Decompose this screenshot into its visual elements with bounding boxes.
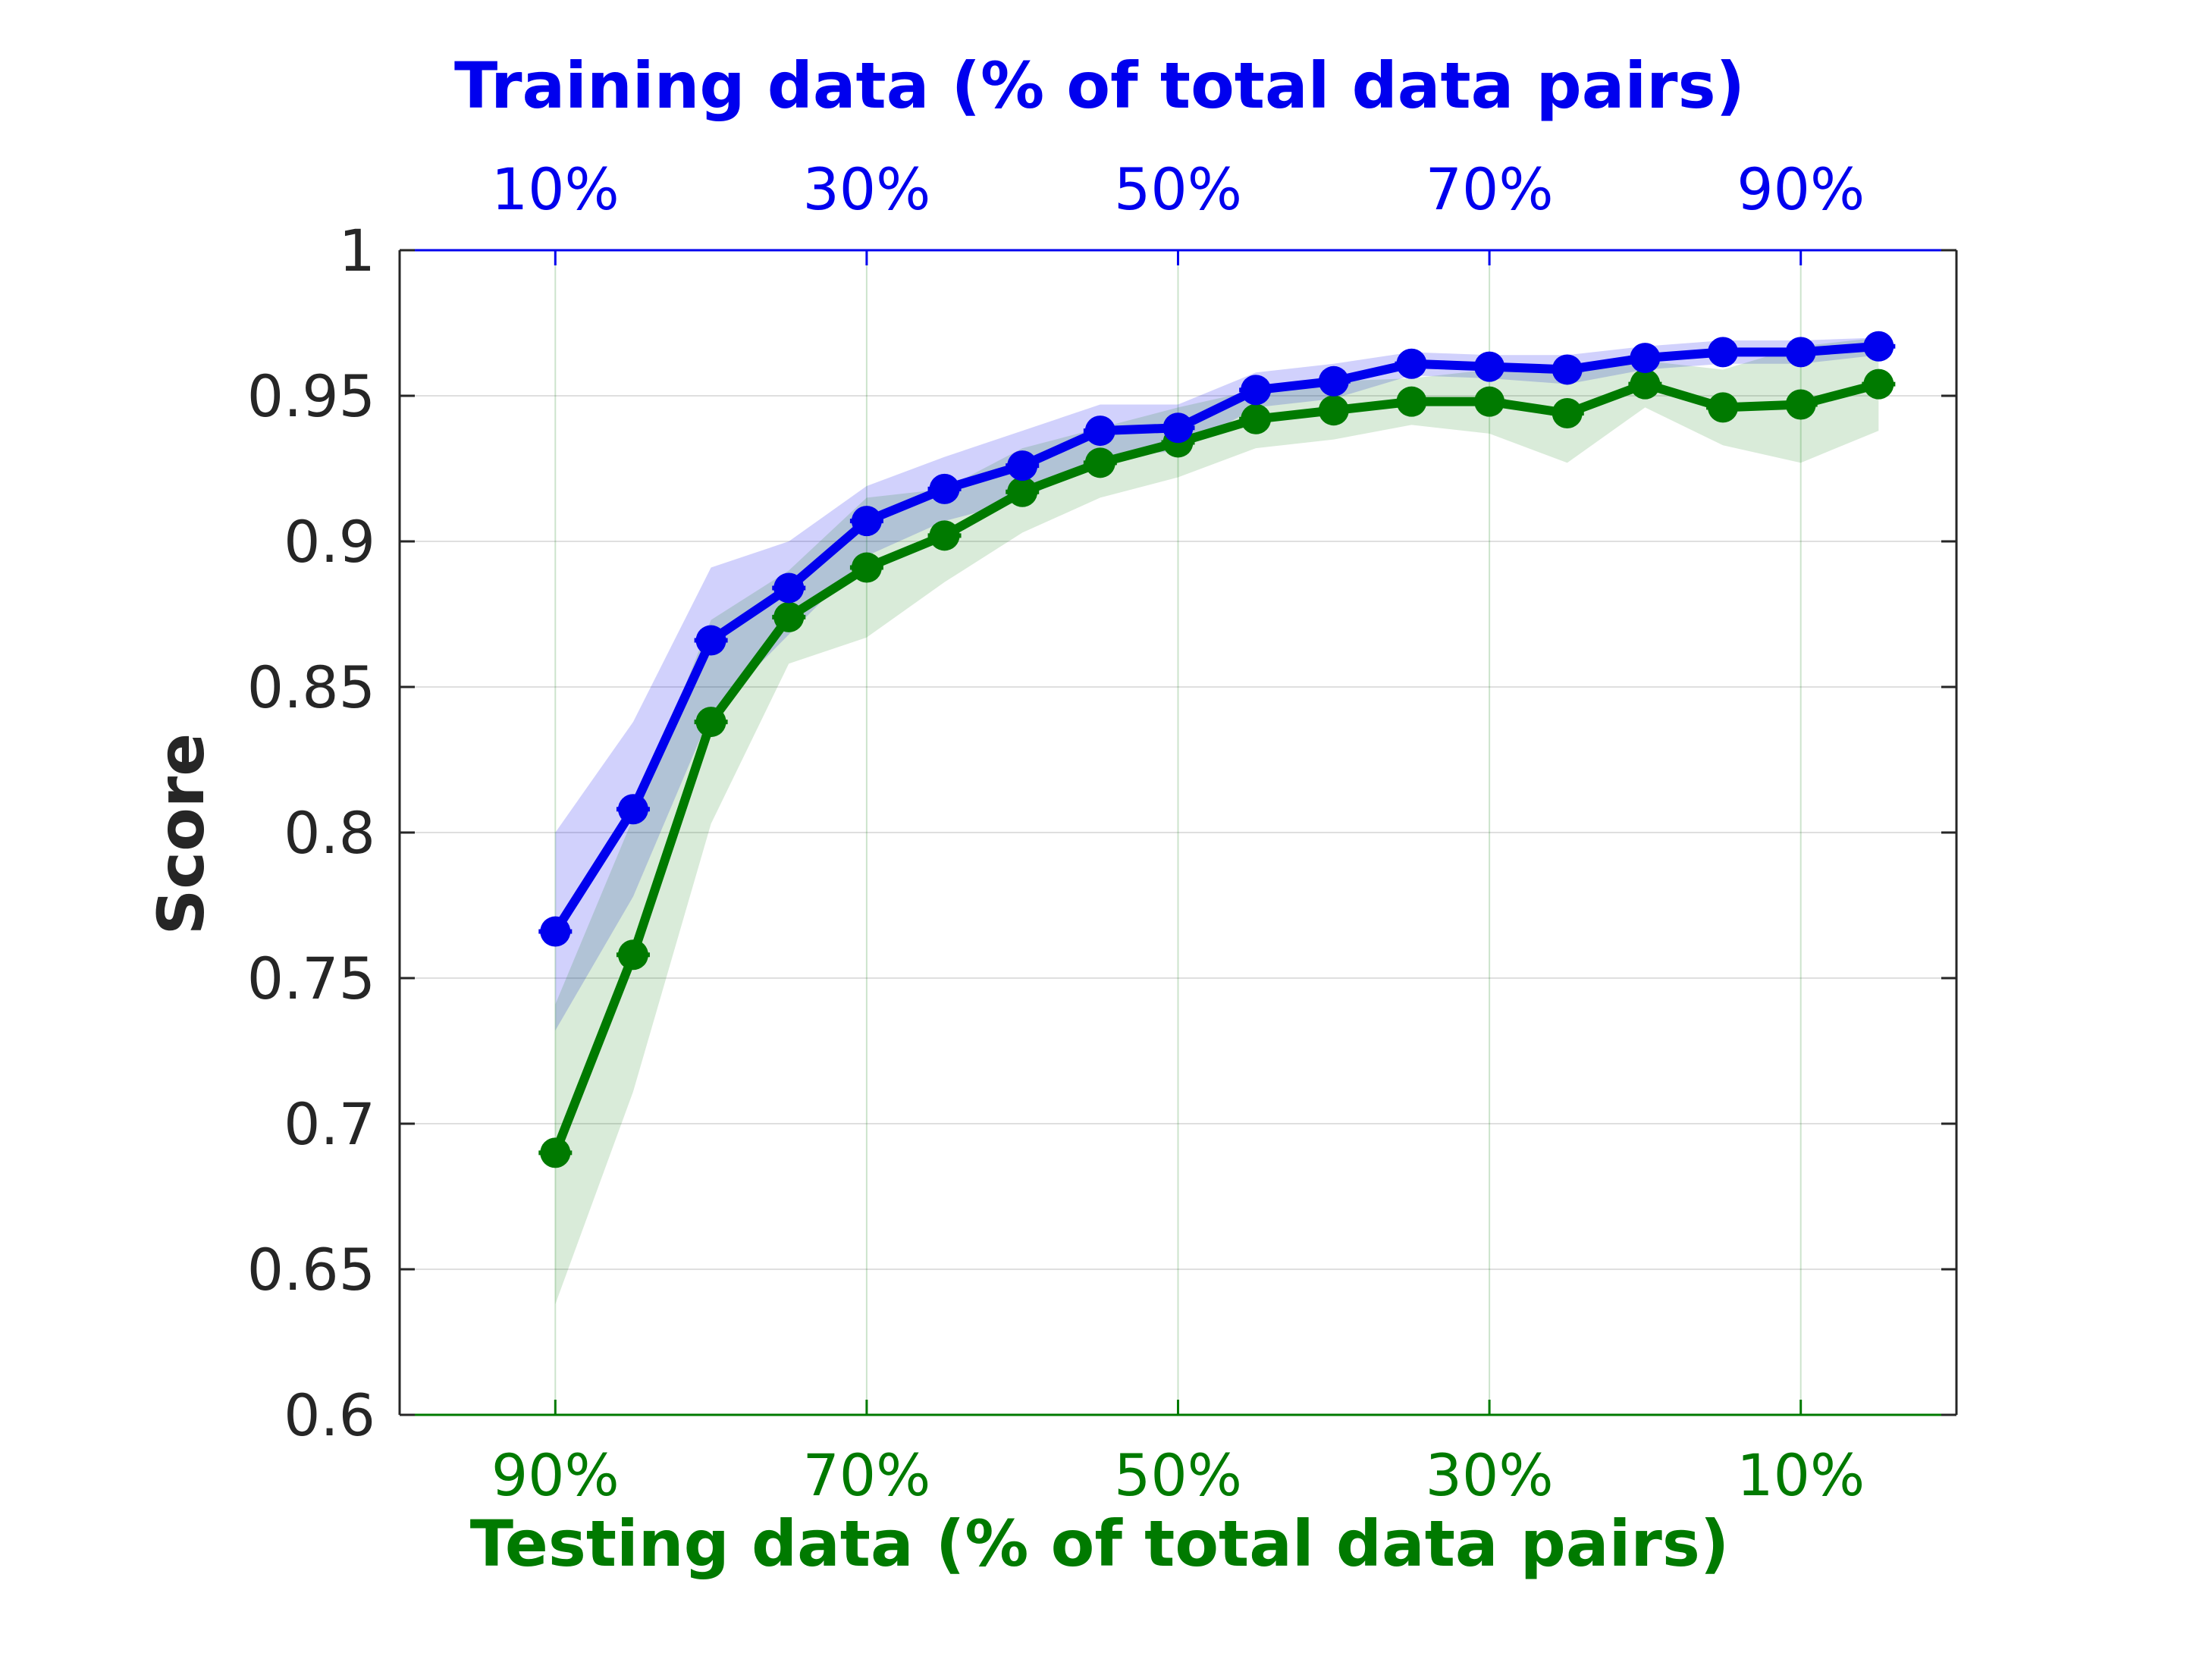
y-axis-title: Score — [144, 733, 218, 935]
y-tick-label: 0.6 — [284, 1381, 375, 1449]
top-tick-label: 90% — [1737, 155, 1865, 223]
y-tick-label: 0.9 — [284, 508, 375, 575]
bottom-tick-label: 90% — [491, 1441, 620, 1509]
tick-labels: 0.6 0.65 0.7 0.75 0.8 0.85 0.9 0.95 1 10% 90% 30% 70… — [247, 155, 1865, 1509]
y-tick-label: 0.65 — [247, 1236, 375, 1303]
top-tick-label: 70% — [1426, 155, 1554, 223]
y-tick-label: 1 — [339, 217, 375, 284]
y-tick-label: 0.8 — [284, 799, 375, 867]
bottom-tick-label: 10% — [1737, 1441, 1865, 1509]
y-tick-label: 0.75 — [247, 945, 375, 1012]
bottom-tick-label: 30% — [1426, 1441, 1554, 1509]
axes — [398, 249, 1958, 1416]
grid — [400, 250, 1956, 1415]
bottom-tick-label: 50% — [1114, 1441, 1242, 1509]
top-axis-title: Training data (% of total data pairs) — [454, 49, 1745, 123]
top-tick-label: 10% — [491, 155, 620, 223]
y-tick-label: 0.85 — [247, 654, 375, 721]
bottom-axis-title: Testing data (% of total data pairs) — [470, 1507, 1729, 1581]
series-2-band — [555, 337, 1879, 1305]
top-tick-label: 50% — [1114, 155, 1242, 223]
bottom-tick-label: 70% — [802, 1441, 930, 1509]
series-markers — [538, 331, 1896, 1168]
top-tick-label: 30% — [802, 155, 930, 223]
y-tick-label: 0.7 — [284, 1090, 375, 1158]
y-tick-label: 0.95 — [247, 362, 375, 430]
